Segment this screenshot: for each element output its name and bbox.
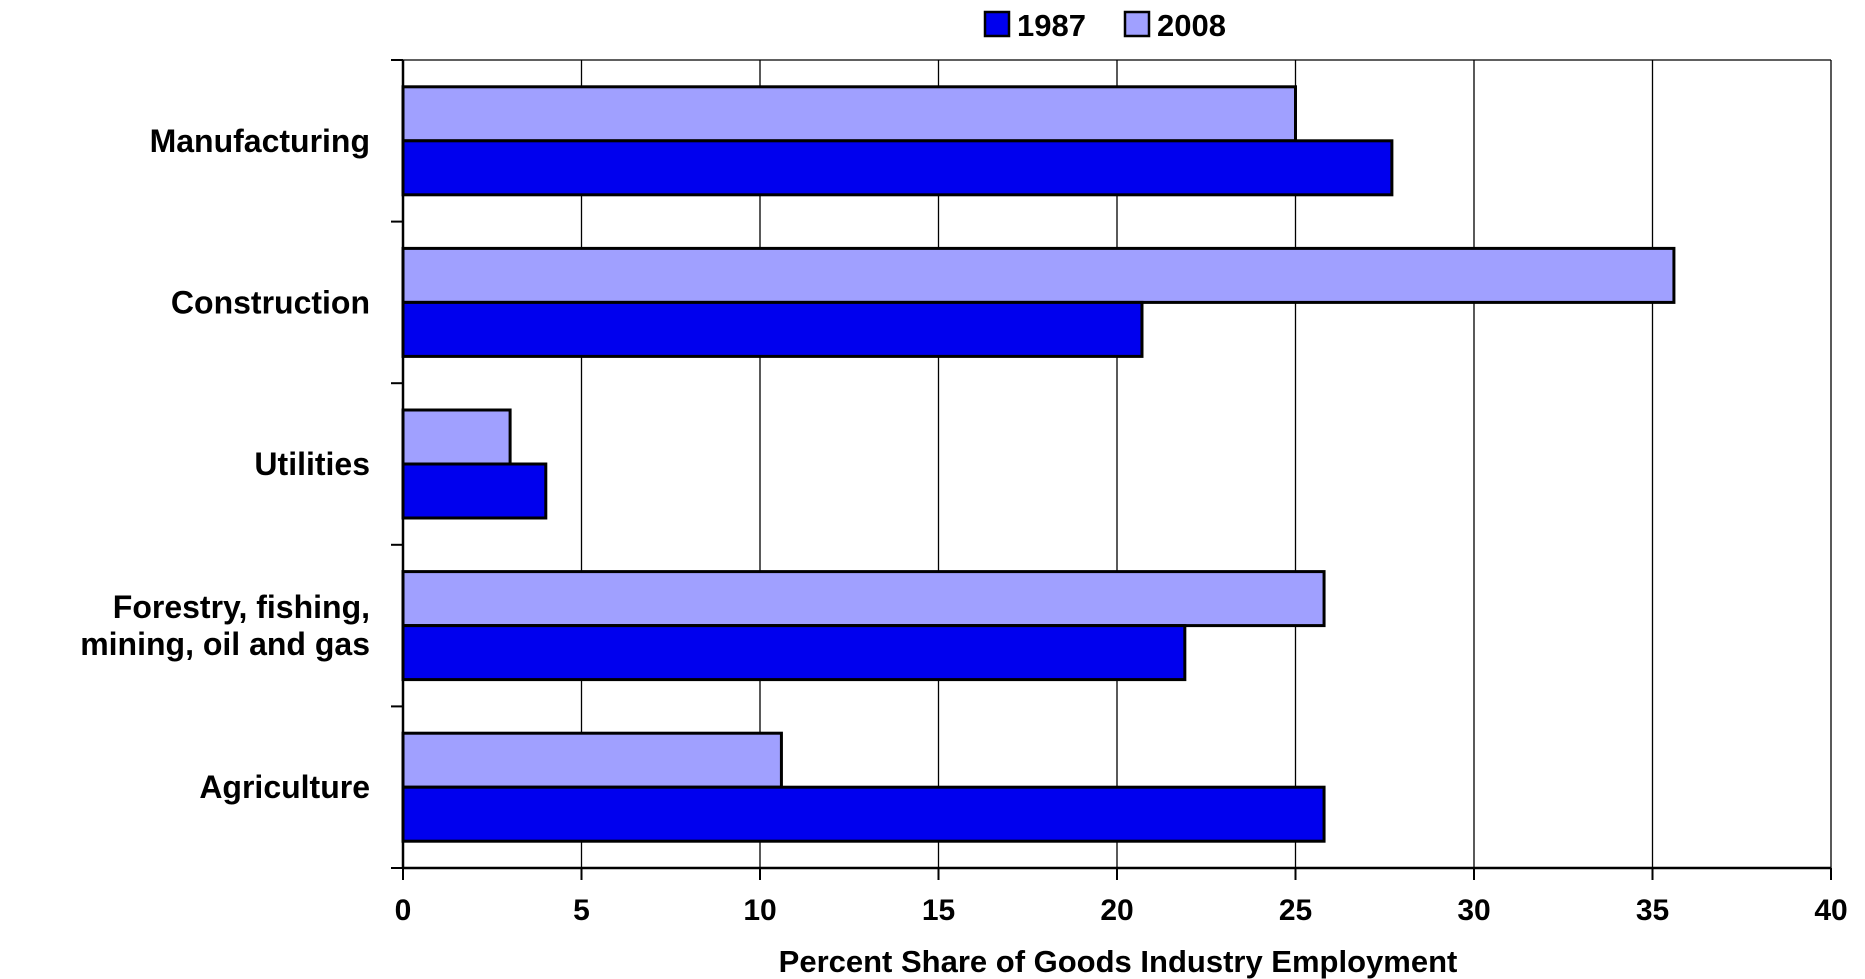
x-tick-label-20: 20 (1100, 894, 1133, 927)
x-tick-label-40: 40 (1814, 894, 1847, 927)
x-tick-label-30: 30 (1457, 894, 1490, 927)
bar-1987-2 (401, 462, 548, 520)
category-label-1: Construction (171, 284, 370, 320)
x-tick-label-10: 10 (743, 894, 776, 927)
x-tick-label-5: 5 (573, 894, 590, 927)
legend-label-1987: 1987 (1017, 8, 1086, 43)
bar-1987-3 (401, 624, 1187, 682)
category-label-2: Utilities (254, 446, 370, 482)
bar-2008-2 (401, 408, 512, 466)
axes (391, 59, 1832, 880)
bar-2008-0 (401, 85, 1297, 143)
legend-swatch-1987 (983, 10, 1011, 38)
bars (401, 85, 1676, 843)
category-label-3: Forestry, fishing, mining, oil and gas (80, 589, 370, 662)
category-label-4: Agriculture (199, 769, 370, 805)
bar-2008-4 (401, 731, 783, 789)
x-tick-label-35: 35 (1636, 894, 1669, 927)
category-label-0: Manufacturing (150, 123, 370, 159)
bar-2008-3 (401, 570, 1326, 628)
x-tick-label-0: 0 (395, 894, 412, 927)
x-tick-label-25: 25 (1279, 894, 1312, 927)
x-tick-label-15: 15 (922, 894, 955, 927)
bar-1987-1 (401, 300, 1144, 358)
x-axis-title: Percent Share of Goods Industry Employme… (779, 944, 1458, 979)
legend-swatch-2008 (1123, 10, 1151, 38)
category-labels: Manufacturing Construction Utilities Forest… (80, 123, 370, 805)
bar-1987-0 (401, 139, 1394, 197)
legend-label-2008: 2008 (1157, 8, 1226, 43)
bar-2008-1 (401, 246, 1676, 304)
bar-1987-4 (401, 785, 1326, 843)
tick-labels: 0 5 10 15 20 25 30 35 40 (395, 894, 1848, 927)
legend: 1987 2008 (983, 8, 1226, 43)
